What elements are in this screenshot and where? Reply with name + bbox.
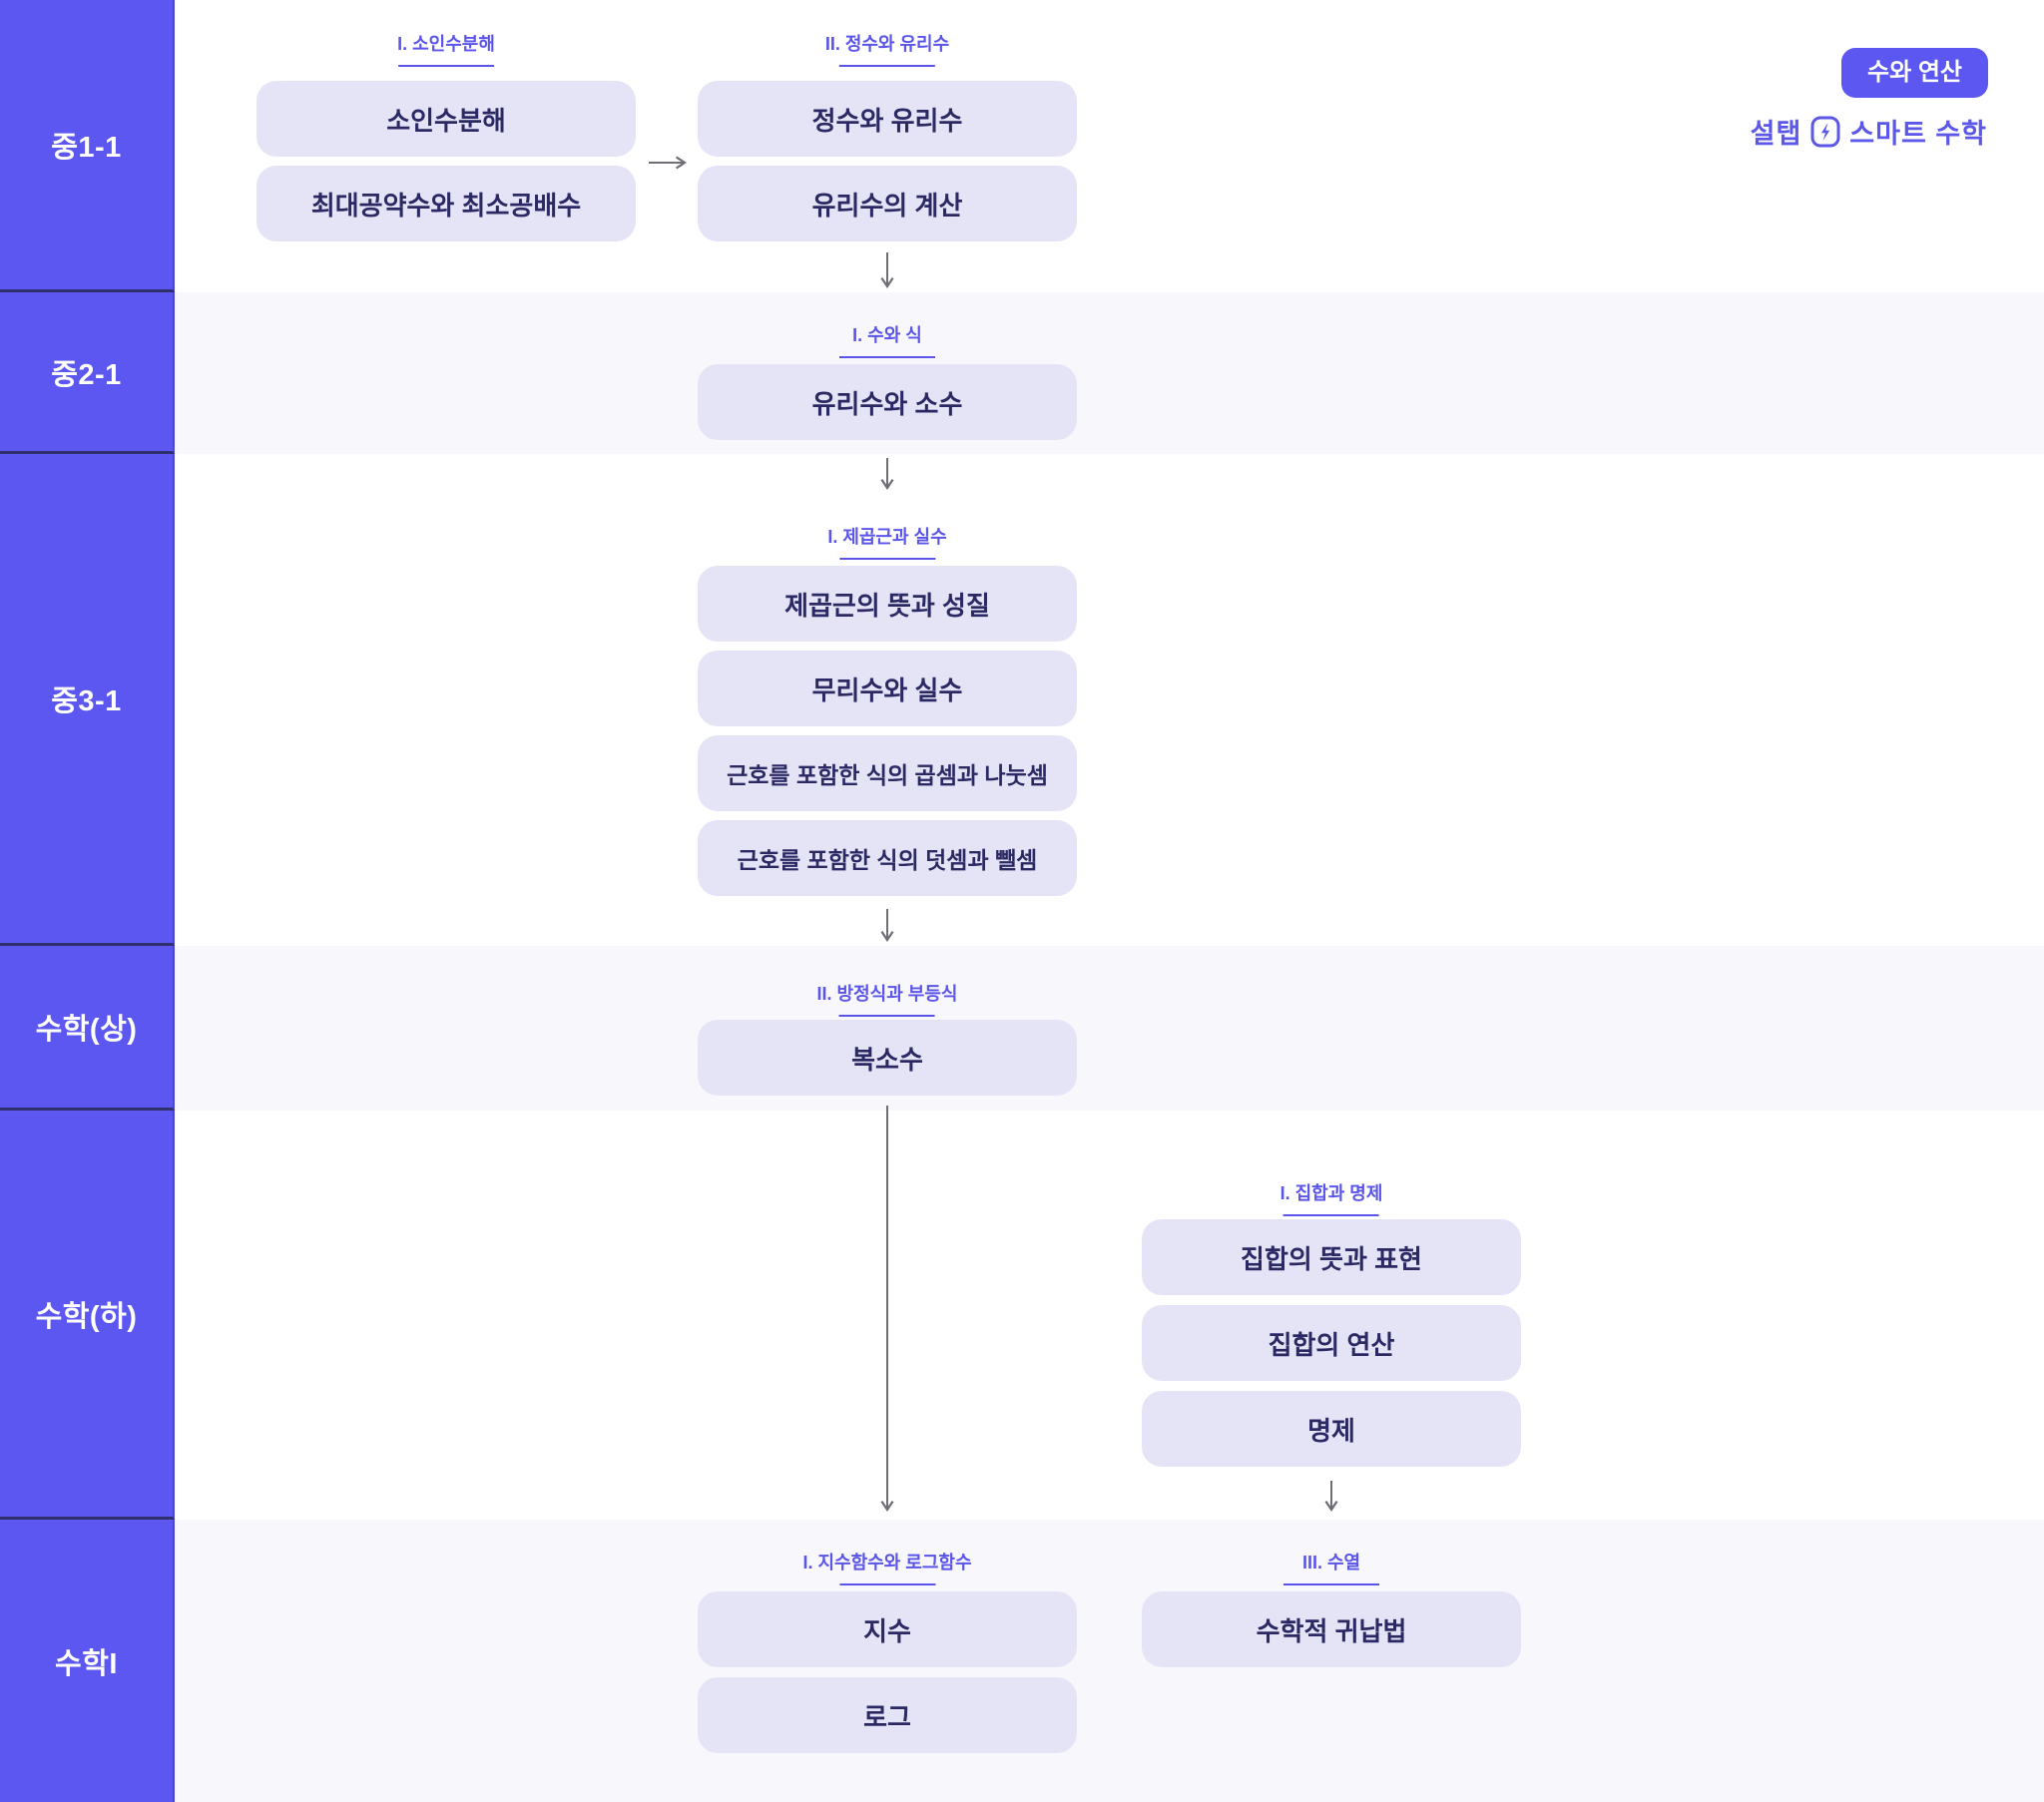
chapter-title: III. 수열 [1301,1553,1361,1573]
chapter-underline [838,1583,935,1585]
chapter-title: I. 제곱근과 실수 [827,527,947,547]
chapter-underline [398,65,494,67]
topic-box[interactable]: 유리수의 계산 [698,166,1077,241]
chapter-header: II. 방정식과 부등식 [816,980,958,1017]
chapter-header: I. 집합과 명제 [1279,1179,1383,1216]
lightning-icon [1810,116,1840,148]
chapter-underline [839,356,935,358]
chapter-underline [839,558,935,560]
chapter-header: I. 제곱근과 실수 [827,523,947,560]
topic-box[interactable]: 복소수 [698,1020,1077,1096]
chapter-title: I. 수와 식 [852,325,922,345]
row-stripe [175,1520,2044,1802]
chapter-underline [1283,1583,1379,1585]
topic-box[interactable]: 유리수와 소수 [698,364,1077,440]
topic-box[interactable]: 집합의 뜻과 표현 [1142,1219,1521,1295]
topic-box[interactable]: 근호를 포함한 식의 곱셈과 나눗셈 [698,735,1077,811]
chapter-underline [839,1015,935,1017]
chapter-header: II. 정수와 유리수 [825,30,949,67]
chapter-title: II. 정수와 유리수 [824,34,950,54]
chapter-header: I. 지수함수와 로그함수 [802,1549,972,1585]
row-stripe [175,946,2044,1111]
chapter-header: I. 수와 식 [839,321,935,358]
grade-sidebar: 중1-1 중2-1 중3-1 수학(상) 수학(하) 수학I [0,0,175,1802]
chapter-title: I. 지수함수와 로그함수 [802,1553,972,1573]
brand-logo: 설탭 스마트 수학 [1751,112,1987,151]
chapter-underline [1283,1214,1379,1216]
chapter-header: III. 수열 [1283,1549,1379,1585]
topic-box[interactable]: 근호를 포함한 식의 덧셈과 뺄셈 [698,820,1077,896]
sidebar-item-math-1: 수학I [0,1520,175,1802]
topic-box[interactable]: 로그 [698,1677,1077,1753]
sidebar-item-m1-1: 중1-1 [0,0,175,292]
chapter-title: I. 집합과 명제 [1279,1183,1383,1203]
chapter-title: II. 방정식과 부등식 [816,984,958,1004]
category-badge[interactable]: 수와 연산 [1841,48,1988,98]
topic-box[interactable]: 무리수와 실수 [698,651,1077,726]
topic-box[interactable]: 명제 [1142,1391,1521,1467]
sidebar-item-math-sang: 수학(상) [0,946,175,1111]
row-stripe [175,292,2044,454]
sidebar-item-m2-1: 중2-1 [0,292,175,454]
brand-name: 설탭 [1750,119,1802,149]
topic-box[interactable]: 정수와 유리수 [698,81,1077,157]
topic-box[interactable]: 제곱근의 뜻과 성질 [698,566,1077,642]
chapter-title: I. 소인수분해 [397,34,495,54]
chapter-header: I. 소인수분해 [397,30,495,67]
topic-box[interactable]: 지수 [698,1591,1077,1667]
topic-box[interactable]: 최대공약수와 최소공배수 [256,166,636,241]
chapter-underline [839,65,935,67]
sidebar-item-math-ha: 수학(하) [0,1111,175,1520]
topic-box[interactable]: 소인수분해 [256,81,636,157]
brand-suffix: 스마트 수학 [1849,119,1987,149]
sidebar-item-m3-1: 중3-1 [0,454,175,946]
topic-box[interactable]: 수학적 귀납법 [1142,1591,1521,1667]
topic-box[interactable]: 집합의 연산 [1142,1305,1521,1381]
